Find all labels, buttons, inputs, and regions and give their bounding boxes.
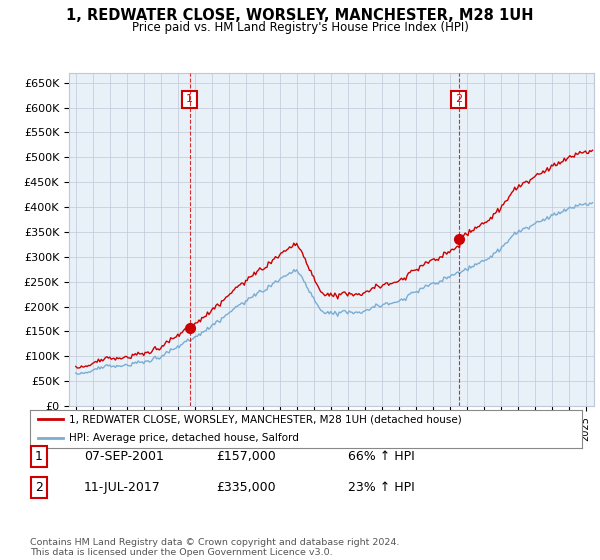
Text: 11-JUL-2017: 11-JUL-2017 <box>84 480 161 494</box>
Text: 23% ↑ HPI: 23% ↑ HPI <box>348 480 415 494</box>
Text: 1: 1 <box>35 450 43 463</box>
Text: Price paid vs. HM Land Registry's House Price Index (HPI): Price paid vs. HM Land Registry's House … <box>131 21 469 34</box>
Text: Contains HM Land Registry data © Crown copyright and database right 2024.
This d: Contains HM Land Registry data © Crown c… <box>30 538 400 557</box>
Text: 66% ↑ HPI: 66% ↑ HPI <box>348 450 415 463</box>
Text: HPI: Average price, detached house, Salford: HPI: Average price, detached house, Salf… <box>68 433 299 444</box>
Text: 1, REDWATER CLOSE, WORSLEY, MANCHESTER, M28 1UH: 1, REDWATER CLOSE, WORSLEY, MANCHESTER, … <box>66 8 534 24</box>
Text: 1: 1 <box>186 95 193 105</box>
Text: £157,000: £157,000 <box>216 450 276 463</box>
Text: 1, REDWATER CLOSE, WORSLEY, MANCHESTER, M28 1UH (detached house): 1, REDWATER CLOSE, WORSLEY, MANCHESTER, … <box>68 414 461 424</box>
Text: 07-SEP-2001: 07-SEP-2001 <box>84 450 164 463</box>
Text: 2: 2 <box>35 480 43 494</box>
Text: 2: 2 <box>455 95 463 105</box>
Text: £335,000: £335,000 <box>216 480 275 494</box>
